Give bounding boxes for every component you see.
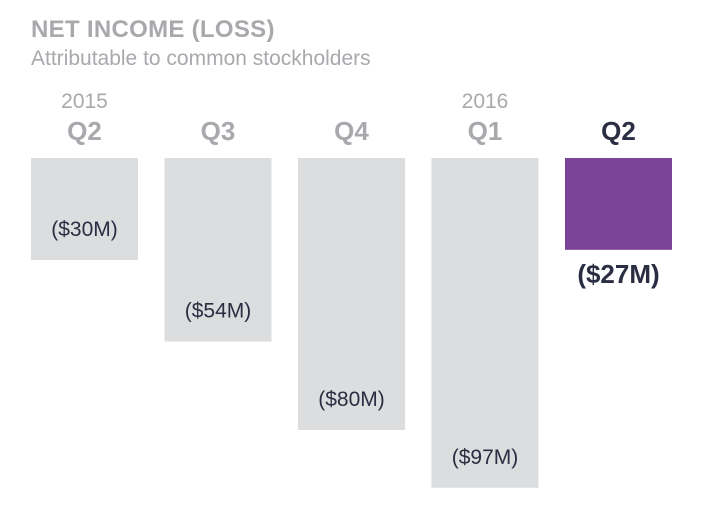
category-label-1: Q2 (67, 116, 102, 146)
bar-1 (31, 158, 138, 260)
year-label-1: 2015 (61, 90, 108, 113)
value-label-5: ($27M) (577, 259, 659, 289)
value-label-3: ($80M) (318, 388, 385, 411)
bar-2 (164, 158, 272, 342)
value-label-2: ($54M) (185, 300, 252, 323)
bar-4 (431, 158, 539, 488)
year-label-2: 2016 (462, 90, 509, 113)
value-label-4: ($97M) (452, 446, 519, 469)
chart-subtitle: Attributable to common stockholders (31, 47, 371, 70)
category-label-2: Q3 (201, 116, 236, 146)
bar-5 (565, 158, 672, 250)
category-label-4: Q1 (468, 116, 503, 146)
value-label-1: ($30M) (51, 218, 118, 241)
chart-title: NET INCOME (LOSS) (31, 16, 275, 43)
bar-3 (298, 158, 405, 430)
category-label-3: Q4 (334, 116, 369, 146)
category-label-5: Q2 (601, 116, 636, 146)
